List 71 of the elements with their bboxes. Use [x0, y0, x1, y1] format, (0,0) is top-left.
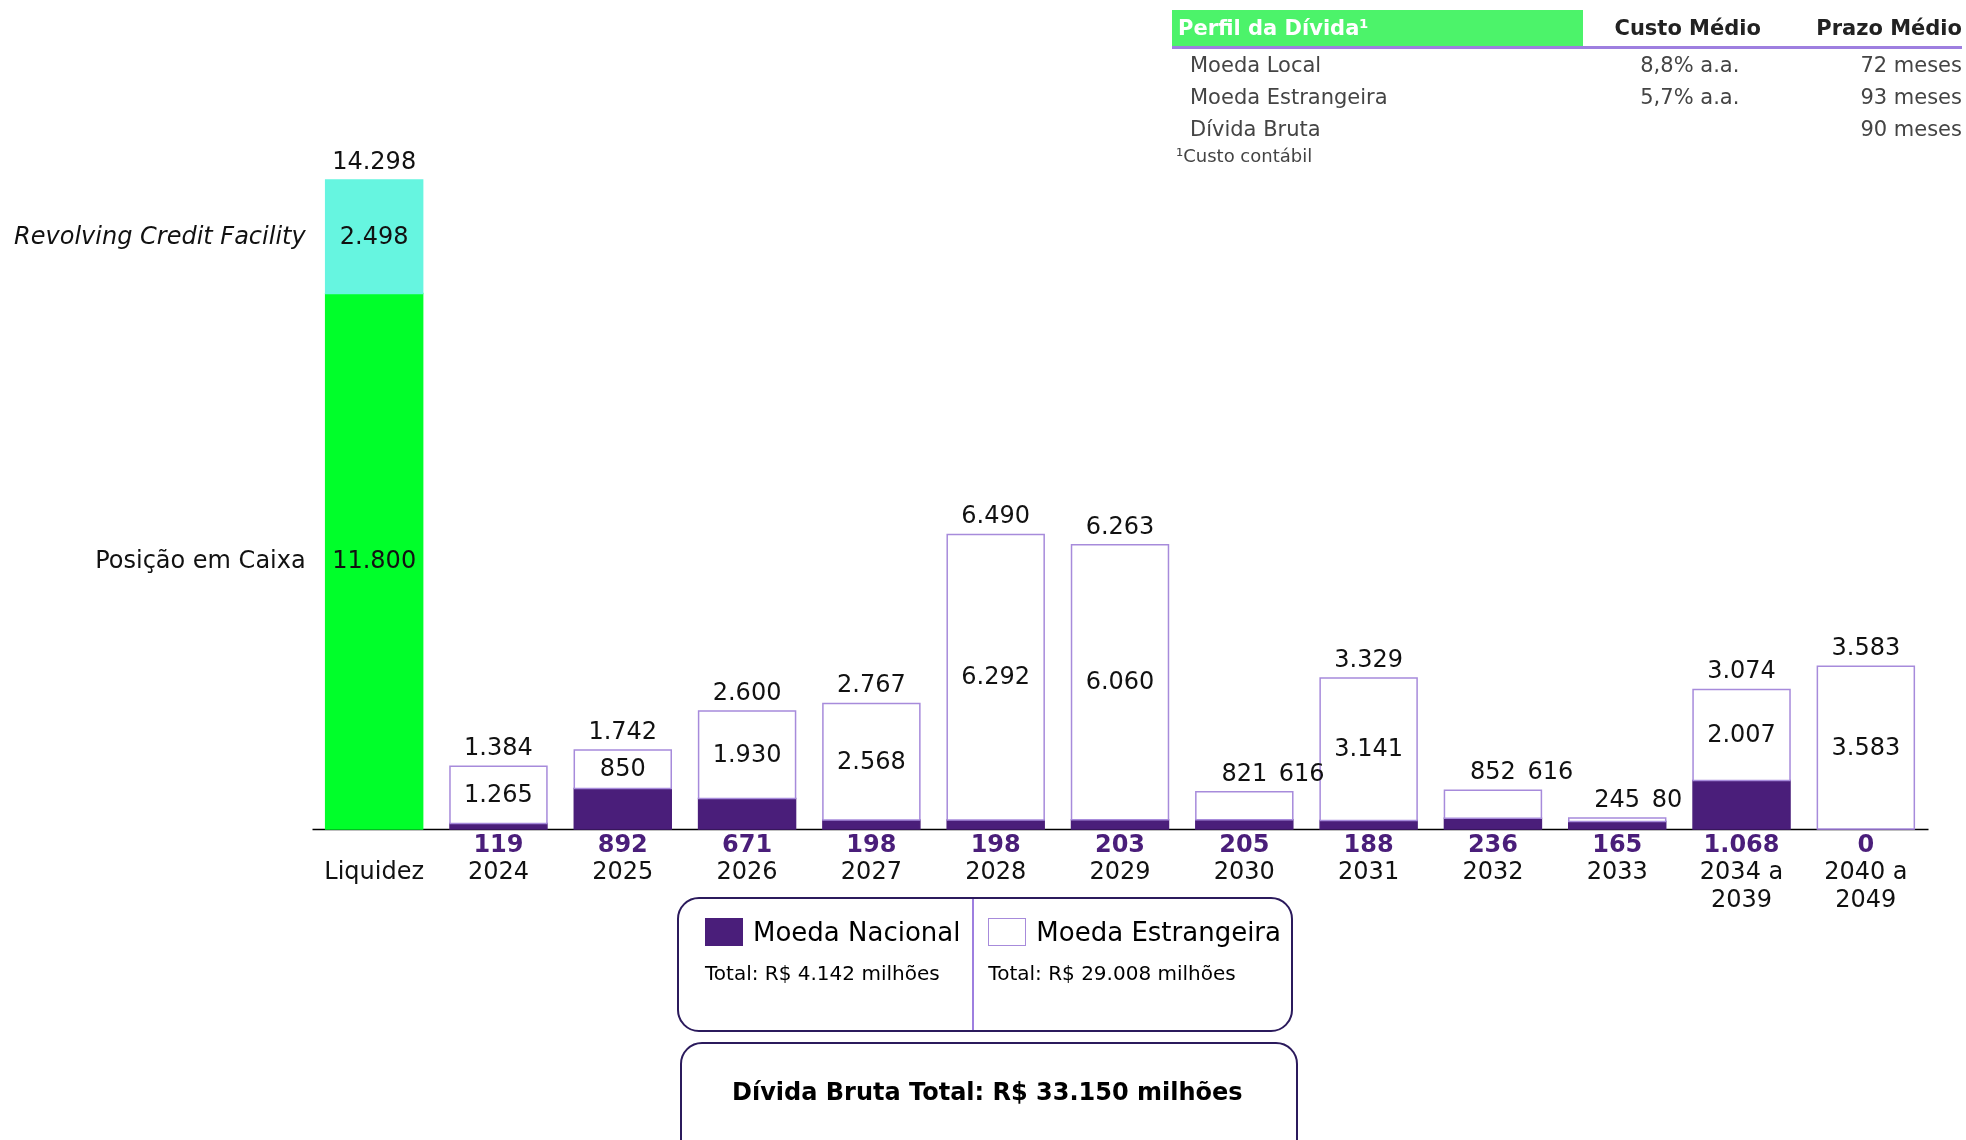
- legend-label: Moeda Estrangeira: [1036, 917, 1281, 947]
- text: Custo Médio: [1613, 15, 1762, 42]
- data-label: 6.060: [1085, 667, 1155, 696]
- data-label: 119: [473, 830, 524, 858]
- total-label: 2.600: [712, 677, 782, 706]
- legend-label: Moeda Nacional: [753, 917, 961, 947]
- total-label: 6.263: [1085, 511, 1155, 540]
- data-label: 2.498: [339, 221, 409, 250]
- series-label: Revolving Credit Facility: [14, 221, 307, 250]
- total-label: 3.074: [1707, 656, 1776, 685]
- data-label: 2.007: [1707, 719, 1776, 748]
- data-label: 3.583: [1831, 732, 1901, 761]
- text: 93 meses: [1859, 85, 1962, 109]
- series-label: Posição em Caixa: [95, 546, 306, 575]
- data-label: 205: [1219, 830, 1270, 858]
- total-label: 821: [1221, 758, 1268, 787]
- total-label: 14.298: [332, 147, 417, 175]
- text: 90 meses: [1859, 117, 1962, 141]
- text: Dívida Bruta: [1189, 117, 1322, 141]
- total-label: 2.767: [837, 670, 906, 699]
- total-label: 3.329: [1334, 644, 1403, 673]
- text: Perfil da Dívida¹: [1172, 10, 1583, 46]
- text: 72 meses: [1859, 53, 1962, 77]
- x-tick-label: 2026: [716, 856, 778, 885]
- data-label: 1.068: [1703, 830, 1780, 858]
- data-label: 188: [1343, 830, 1394, 858]
- data-label: 203: [1094, 830, 1146, 858]
- total-label: 245: [1594, 784, 1641, 813]
- total-label: 1.742: [588, 716, 658, 745]
- data-label: 198: [846, 830, 897, 858]
- data-label: 616: [1527, 757, 1574, 786]
- text: Moeda Estrangeira: [1189, 85, 1389, 109]
- x-tick-label: 2029: [1089, 856, 1151, 885]
- text: 8,8% a.a.: [1639, 53, 1741, 77]
- data-label: 1.265: [464, 779, 533, 808]
- data-label: 198: [970, 830, 1021, 858]
- data-label: 236: [1467, 830, 1518, 858]
- x-tick-label: 2024: [467, 856, 529, 885]
- total-label: 852: [1470, 757, 1516, 786]
- x-tick-label: 2040 a 2049: [1824, 856, 1908, 913]
- text: Prazo Médio: [1815, 15, 1962, 42]
- data-label: 80: [1651, 784, 1683, 813]
- text: Total: R$ 4.142 milhões: [705, 961, 941, 985]
- text: ¹Custo contábil: [1175, 145, 1314, 166]
- total-label: 6.490: [961, 501, 1031, 530]
- x-tick-label: 2030: [1213, 856, 1275, 885]
- data-label: 1.930: [712, 739, 782, 768]
- data-label: 3.141: [1334, 734, 1403, 763]
- data-label: 11.800: [332, 546, 417, 575]
- x-tick-label: 2032: [1462, 856, 1524, 885]
- data-label: 892: [597, 830, 648, 858]
- total-label: 1.384: [464, 733, 533, 762]
- data-label: 616: [1278, 758, 1325, 787]
- text: Total: R$ 29.008 milhões: [988, 961, 1237, 985]
- x-tick-label: 2034 a 2039: [1699, 856, 1784, 913]
- total-label: 3.583: [1831, 633, 1901, 662]
- text: 5,7% a.a.: [1639, 85, 1741, 109]
- x-tick-label: Liquidez: [324, 856, 425, 885]
- data-label: 850: [599, 754, 646, 783]
- data-label: 165: [1592, 830, 1643, 858]
- x-tick-label: 2028: [965, 856, 1027, 885]
- data-label: 0: [1857, 830, 1875, 858]
- text: Dívida Bruta Total: R$ 33.150 milhões: [680, 1042, 1298, 1140]
- text: Moeda Local: [1189, 53, 1323, 77]
- data-label: 6.292: [961, 662, 1031, 691]
- x-tick-label: 2025: [592, 856, 654, 885]
- x-tick-label: 2033: [1586, 856, 1648, 885]
- data-label: 2.568: [837, 746, 906, 775]
- data-label: 671: [722, 830, 773, 858]
- x-tick-label: 2027: [840, 856, 902, 885]
- x-tick-label: 2031: [1338, 856, 1400, 885]
